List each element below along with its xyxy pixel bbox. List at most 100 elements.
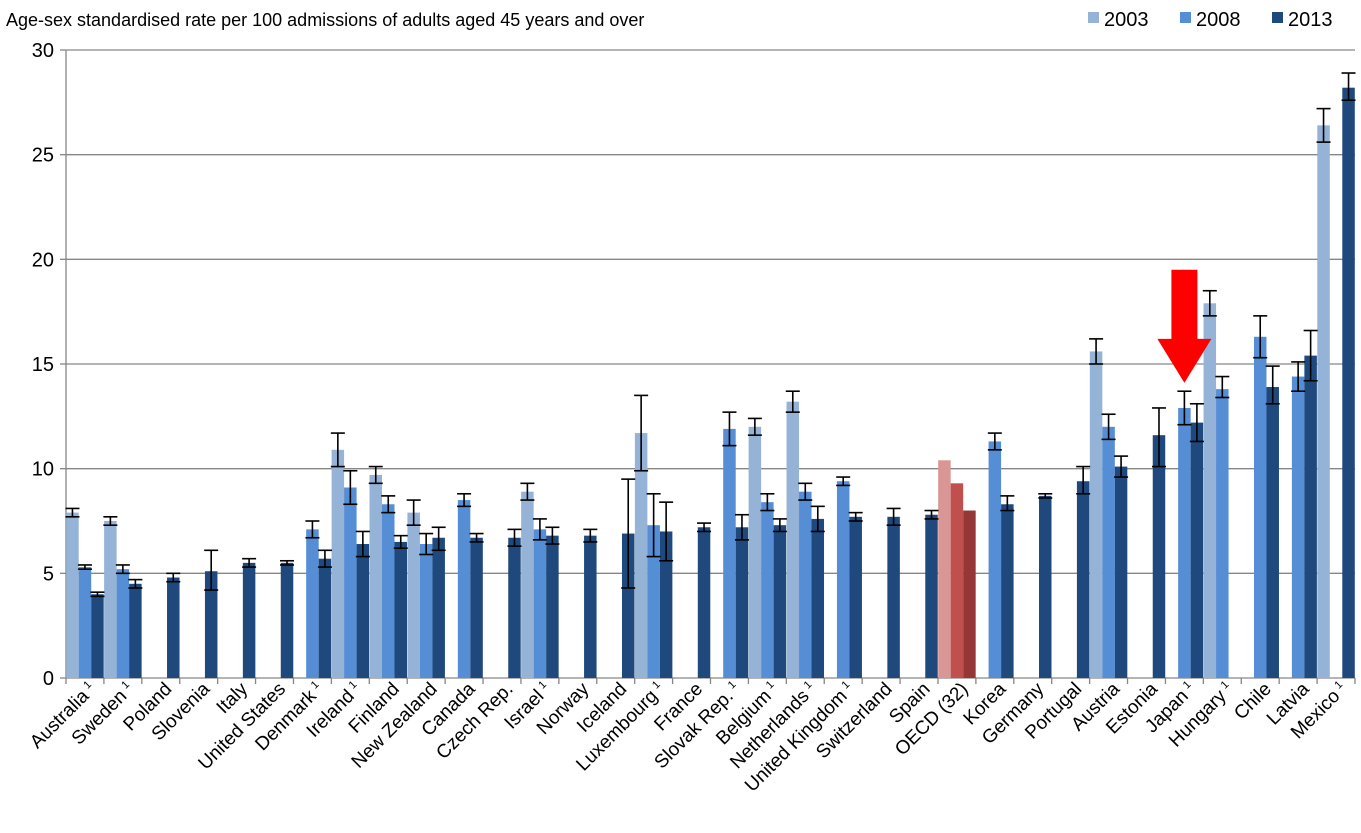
bar-2013 <box>1039 495 1052 678</box>
bar-2003 <box>331 449 345 678</box>
bar-2003 <box>104 521 117 678</box>
bar-2013 <box>621 533 635 678</box>
y-tick-label: 15 <box>32 354 54 376</box>
category-note: 1 <box>764 679 777 692</box>
bar-2013 <box>735 527 749 678</box>
bar-2003 <box>634 433 648 678</box>
bar-2008 <box>836 481 850 678</box>
bar-2003 <box>66 512 79 678</box>
legend-swatch-2013 <box>1272 12 1283 23</box>
legend-swatch-2003 <box>1088 12 1099 23</box>
bar-2003 <box>786 401 800 678</box>
bar-2013 <box>546 535 559 678</box>
y-tick-label: 10 <box>32 459 54 481</box>
bar-2013 <box>1001 504 1014 678</box>
bar-2003 <box>1317 125 1330 679</box>
bar-2008 <box>799 491 812 678</box>
bar-2013 <box>356 544 370 678</box>
bar-2008 <box>723 428 736 678</box>
category-note: 1 <box>1219 679 1232 692</box>
category-note: 1 <box>726 679 739 692</box>
bar-2013 <box>91 594 104 678</box>
red-arrow-annotation <box>1157 269 1212 383</box>
bar-2013 <box>1266 387 1279 678</box>
y-tick-label: 5 <box>43 563 54 585</box>
y-tick-label: 30 <box>32 40 54 62</box>
category-note: 1 <box>309 679 322 692</box>
bar-2003 <box>369 474 382 678</box>
bar-2013 <box>204 571 218 678</box>
legend-label: 2003 <box>1104 9 1149 31</box>
bar-2008 <box>533 529 547 678</box>
bar-2008 <box>419 544 433 678</box>
bar-2013 <box>925 514 938 678</box>
bar-2013 <box>470 537 483 678</box>
bar-2013 <box>1190 422 1204 678</box>
bar-2013 <box>1114 466 1128 678</box>
bars <box>66 87 1355 679</box>
bar-2008 <box>116 569 130 678</box>
category-note: 1 <box>1332 679 1345 692</box>
y-tick-label: 20 <box>32 249 54 271</box>
bar-2008 <box>306 529 319 678</box>
bar-2008 <box>761 502 774 678</box>
category-note: 1 <box>347 679 360 692</box>
bar-2008 <box>78 567 92 678</box>
bar-2008 <box>382 504 395 678</box>
bar-2003 <box>1089 351 1103 678</box>
category-note: 1 <box>1181 679 1194 692</box>
chart-subtitle: Age-sex standardised rate per 100 admiss… <box>6 10 644 30</box>
bar-2008 <box>950 483 964 678</box>
bar-2008 <box>1216 389 1229 678</box>
bar-2008 <box>1291 376 1305 678</box>
y-tick-label: 0 <box>43 668 54 690</box>
legend-swatch-2008 <box>1180 12 1191 23</box>
bar-2008 <box>457 500 471 678</box>
bar-2013 <box>811 518 825 678</box>
bar-2013 <box>280 562 294 678</box>
bar-2003 <box>521 491 534 678</box>
bar-2013 <box>242 562 256 678</box>
legend: 2003 2008 2013 <box>1088 9 1333 31</box>
bar-2013 <box>584 535 597 678</box>
bar-2003 <box>938 460 951 678</box>
category-note: 1 <box>650 679 663 692</box>
bar-2013 <box>697 527 711 678</box>
y-axis-ticks: 0 5 10 15 20 25 30 <box>32 40 66 690</box>
bar-2008 <box>988 441 1002 678</box>
bar-2003 <box>1203 303 1217 678</box>
category-note: 1 <box>802 679 815 692</box>
bar-2008 <box>1253 336 1267 678</box>
bar-2013 <box>432 537 445 678</box>
bar-2013 <box>1152 435 1166 678</box>
x-axis-labels: Australia1Sweden1PolandSloveniaItalyUnit… <box>26 678 1345 796</box>
legend-label: 2013 <box>1288 9 1333 31</box>
category-note: 1 <box>81 679 94 692</box>
bar-2003 <box>407 512 420 678</box>
bar-2013 <box>1304 355 1317 678</box>
y-tick-label: 25 <box>32 145 54 167</box>
bar-2013 <box>963 510 976 678</box>
bar-2013 <box>849 516 862 678</box>
bar-2013 <box>1076 481 1090 678</box>
bar-2013 <box>887 516 900 678</box>
bar-2008 <box>1102 426 1115 678</box>
category-note: 1 <box>840 679 853 692</box>
annotations <box>1157 269 1212 383</box>
bar-2003 <box>748 426 762 678</box>
category-note: 1 <box>536 679 549 692</box>
bar-2013 <box>1342 87 1355 679</box>
bar-2013 <box>318 558 332 678</box>
bar-2013 <box>659 531 673 678</box>
bar-2013 <box>773 525 787 678</box>
bar-2008 <box>1178 407 1191 678</box>
bar-2013 <box>129 583 142 678</box>
error-bars <box>65 72 1356 598</box>
bar-2008 <box>647 525 660 678</box>
bar-2008 <box>344 487 357 678</box>
bar-2013 <box>394 541 407 678</box>
legend-label: 2008 <box>1196 9 1241 31</box>
bar-2013 <box>167 577 180 678</box>
